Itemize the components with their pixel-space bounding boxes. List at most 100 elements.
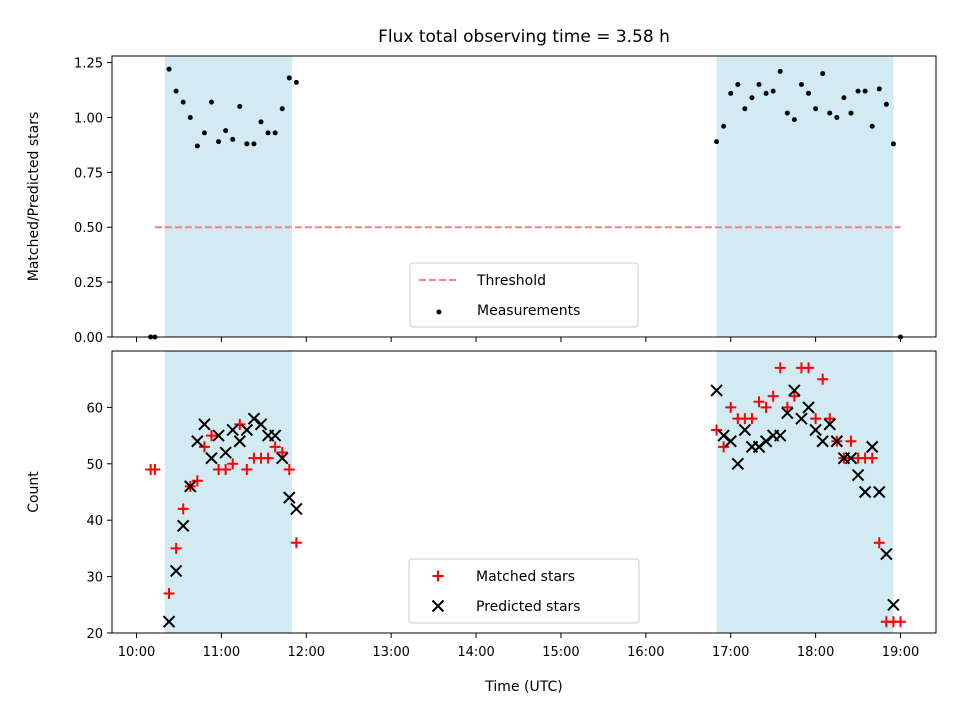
measurement-point [742,106,748,112]
predicted-star-point [176,519,190,533]
measurement-point [237,103,243,109]
y-tick-label: 60 [86,401,103,416]
matched-star-point [895,616,906,628]
predicted-star-point [795,412,808,425]
measurement-point [265,130,271,136]
legend: Threshold Measurements [409,262,639,328]
y-tick-label: 50 [86,458,103,473]
matched-star-point [718,441,730,453]
predicted-star-point [191,435,204,448]
observing-interval-0 [164,56,293,337]
x-tick-label: 10:00 [118,645,155,660]
legend-label: Predicted stars [476,599,581,615]
measurement-point [749,95,755,101]
measurement-point [166,66,172,72]
predicted-star-point [851,468,865,482]
matched-star-point [774,362,786,374]
predicted-star-point [731,457,745,471]
matched-star-point [767,390,779,402]
matched-star-point [760,401,772,413]
matched-star-point [191,475,203,487]
measurement-point [798,82,804,88]
measurement-point [855,88,861,94]
x-tick-label: 12:00 [288,645,325,660]
predicted-star-point [198,418,211,431]
predicted-star-point [759,435,773,448]
predicted-star-point [823,418,836,431]
measurement-point [173,88,179,94]
measurement-point [714,139,720,145]
measurement-point [194,143,200,149]
matched-star-point [205,430,217,442]
x-tick-label: 16:00 [627,645,664,660]
predicted-star-point [219,446,232,459]
measurement-point [862,88,868,94]
predicted-star-point [254,418,268,431]
predicted-star-point [858,485,872,499]
y-axis-label: Matched/Predicted stars [26,112,42,282]
matched-star-point [163,588,175,600]
measurement-point [834,114,840,120]
measurement-point [244,141,250,147]
predicted-star-point [830,435,844,448]
measurement-point [813,106,819,112]
measurement-point [848,110,854,116]
predicted-star-point [184,480,197,493]
matched-star-point [149,463,161,475]
predicted-star-point [283,491,296,504]
y-tick-label: 20 [86,627,103,642]
predicted-star-point [717,429,730,442]
matched-star-point [803,362,815,374]
measurement-point [756,82,762,88]
x-tick-label: 15:00 [542,645,579,660]
matched-star-point [283,463,295,475]
y-axis-label: Count [26,471,42,513]
measurement-point [293,79,299,85]
y-tick-label: 0.25 [74,276,103,291]
matched-star-point [711,424,723,436]
predicted-star-point [774,429,787,442]
legend-label: Measurements [477,303,580,319]
measurement-point [770,88,776,94]
predicted-star-point [212,429,225,442]
legend-predicted-handle [431,599,445,613]
measurement-point [784,110,790,116]
x-tick-label: 19:00 [882,645,919,660]
predicted-star-point [809,423,822,437]
predicted-star-point [873,485,886,499]
predicted-star-point [781,406,794,420]
observing-interval-1 [716,56,894,337]
measurement-point [890,141,896,147]
x-tick-label: 17:00 [712,645,749,660]
measurement-point [841,95,847,101]
measurement-point [187,114,193,120]
axes-frame [111,350,937,634]
legend-box [409,262,639,328]
y-tick-label: 1.00 [74,111,103,126]
matched-star-point [198,441,210,453]
measurement-point [180,99,186,105]
legend-measurement-handle [436,309,442,315]
predicted-star-point [247,412,261,425]
legend-matched-handle [432,570,444,582]
measurement-point [777,68,783,74]
predicted-star-point [240,423,254,437]
measurement-point [869,123,875,129]
matched-star-point [873,537,885,549]
matched-star-point [753,396,765,408]
predicted-star-point [169,564,183,578]
x-tick-label: 18:00 [797,645,834,660]
predicted-star-point [752,440,766,454]
measurement-point [230,136,236,142]
measurement-point [286,75,292,81]
measurement-point [876,86,882,92]
predicted-star-point [802,401,815,414]
x-tick-label: 11:00 [203,645,240,660]
matched-star-point [170,542,182,554]
x-tick-label: 13:00 [372,645,409,660]
matched-star-point [746,413,758,425]
y-tick-label: 1.25 [74,57,103,72]
measurement-point [791,117,797,123]
matched-star-point [781,401,793,413]
predicted-star-point [205,451,218,465]
